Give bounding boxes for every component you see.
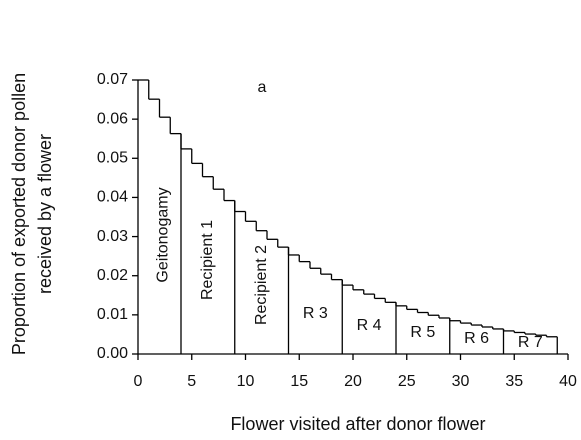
x-tick-label: 30 xyxy=(452,373,470,390)
region-label: R 6 xyxy=(464,330,489,347)
region-label: Recipient 2 xyxy=(253,245,270,325)
x-tick-label: 40 xyxy=(559,373,577,390)
y-tick-label: 0.02 xyxy=(97,267,128,284)
annotation: a xyxy=(258,79,267,96)
x-tick-label: 20 xyxy=(344,373,362,390)
region-label: R 3 xyxy=(303,305,328,322)
region-label: R 4 xyxy=(357,317,382,334)
x-tick-label: 25 xyxy=(398,373,416,390)
x-tick-label: 15 xyxy=(290,373,308,390)
region-label: R 5 xyxy=(410,324,435,341)
x-tick-label: 10 xyxy=(237,373,255,390)
y-axis-label: received by a flower xyxy=(35,134,55,294)
y-axis-label: Proportion of exported donor pollen xyxy=(9,73,29,355)
y-tick-label: 0.06 xyxy=(97,110,128,127)
y-tick-label: 0.07 xyxy=(97,71,128,88)
x-tick-label: 5 xyxy=(187,373,196,390)
x-tick-label: 35 xyxy=(505,373,523,390)
y-tick-label: 0.03 xyxy=(97,228,128,245)
y-tick-label: 0.05 xyxy=(97,150,128,167)
region-label: Recipient 1 xyxy=(199,220,216,300)
x-tick-label: 0 xyxy=(134,373,143,390)
x-axis-label: Flower visited after donor flower xyxy=(230,414,485,434)
y-tick-label: 0.01 xyxy=(97,306,128,323)
y-tick-label: 0.00 xyxy=(97,345,128,362)
y-tick-label: 0.04 xyxy=(97,189,128,206)
region-label: Geitonogamy xyxy=(155,187,172,282)
region-label: R 7 xyxy=(518,334,543,351)
